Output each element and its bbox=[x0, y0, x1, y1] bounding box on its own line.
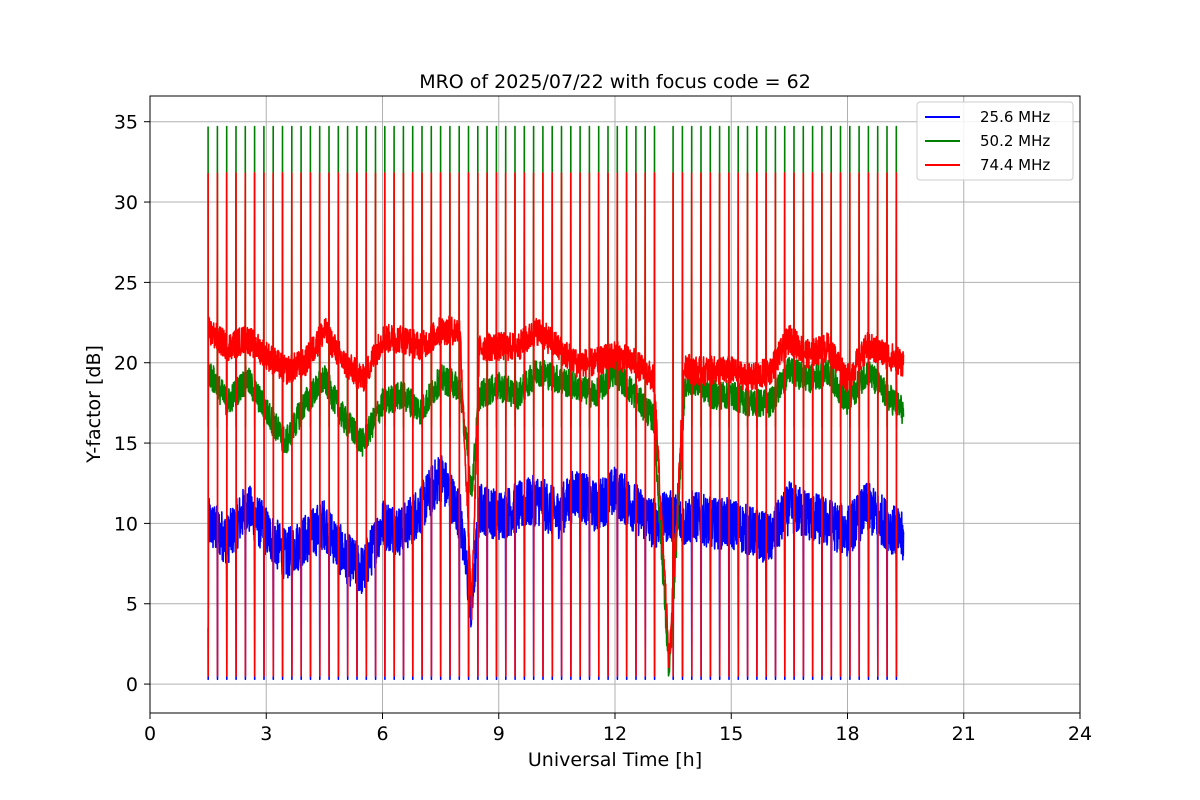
y-tick-label: 35 bbox=[114, 112, 138, 134]
y-tick-label: 25 bbox=[114, 272, 138, 294]
y-tick-label: 10 bbox=[114, 513, 138, 535]
x-tick-label: 15 bbox=[719, 723, 743, 745]
x-axis-label: Universal Time [h] bbox=[528, 749, 702, 771]
y-axis-label: Y-factor [dB] bbox=[83, 345, 105, 464]
legend: 25.6 MHz 50.2 MHz 74.4 MHz bbox=[916, 101, 1074, 181]
y-tick-label: 15 bbox=[114, 433, 138, 455]
y-tick-label: 5 bbox=[126, 594, 138, 616]
legend-label: 50.2 MHz bbox=[980, 132, 1050, 150]
y-tick-label: 30 bbox=[114, 192, 138, 214]
x-ticks: 0 3 6 9 12 15 18 21 24 bbox=[144, 713, 1092, 745]
x-tick-label: 6 bbox=[376, 723, 388, 745]
x-tick-label: 21 bbox=[952, 723, 976, 745]
x-tick-label: 0 bbox=[144, 723, 156, 745]
x-tick-label: 3 bbox=[260, 723, 272, 745]
legend-box bbox=[916, 101, 1074, 181]
chart-title: MRO of 2025/07/22 with focus code = 62 bbox=[419, 71, 811, 93]
y-tick-label: 20 bbox=[114, 353, 138, 375]
x-tick-label: 24 bbox=[1068, 723, 1092, 745]
y-ticks: 0 5 10 15 20 25 30 35 bbox=[114, 112, 150, 696]
x-tick-label: 12 bbox=[603, 723, 627, 745]
y-tick-label: 0 bbox=[126, 674, 138, 696]
x-tick-label: 18 bbox=[835, 723, 859, 745]
plot-lines bbox=[207, 125, 905, 681]
series-line-25-6-mhz bbox=[207, 455, 905, 681]
legend-label: 74.4 MHz bbox=[980, 156, 1050, 174]
x-tick-label: 9 bbox=[493, 723, 505, 745]
series-line-50-2-mhz bbox=[207, 125, 905, 677]
series-line-74-4-mhz bbox=[207, 172, 905, 677]
legend-label: 25.6 MHz bbox=[980, 108, 1050, 126]
